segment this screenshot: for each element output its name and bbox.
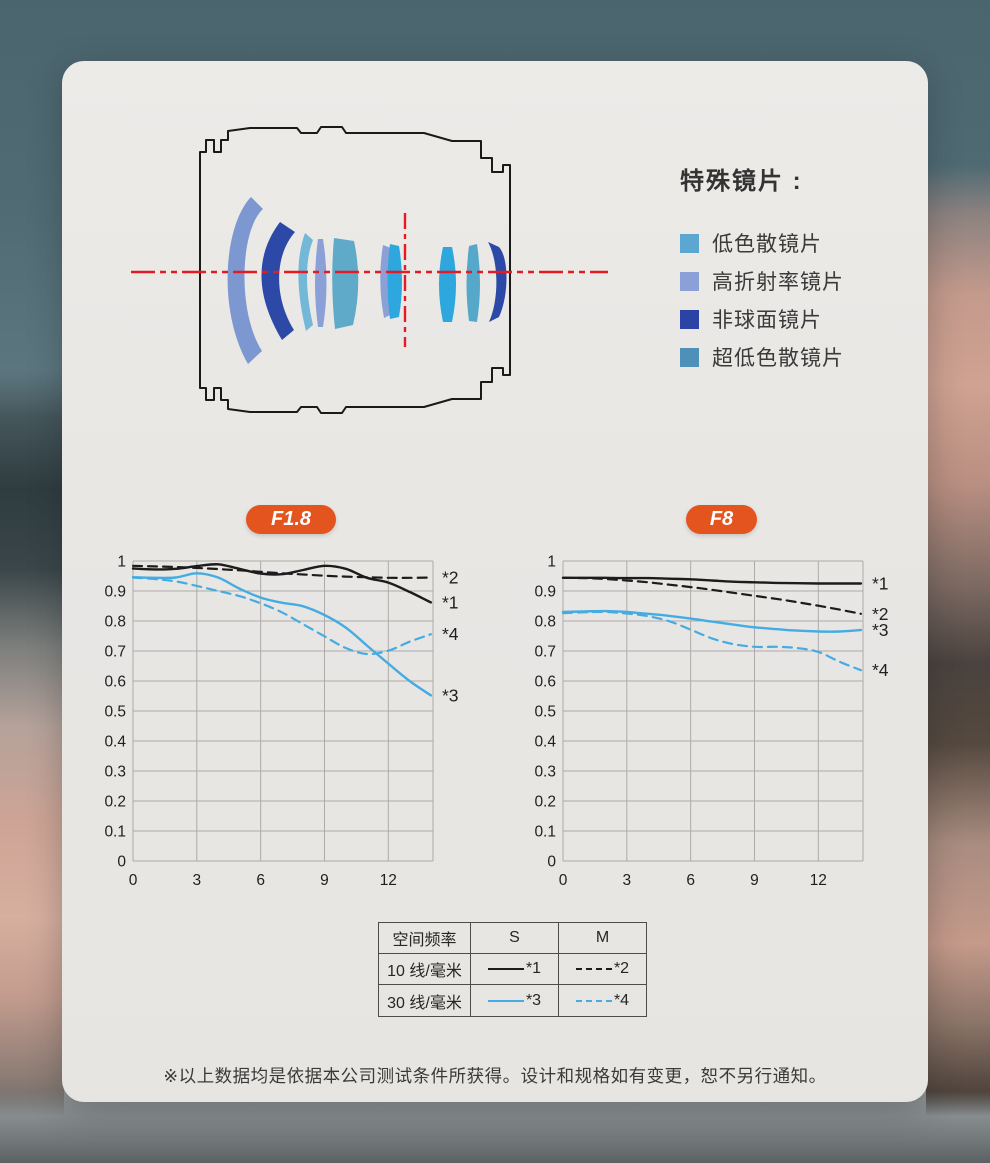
x-tick-label: 0: [559, 872, 568, 889]
series-label: *4: [613, 991, 630, 1009]
y-tick-label: 0.2: [534, 794, 556, 811]
legend-item-label: 低色散镜片: [712, 233, 822, 256]
legend-item-low-dispersion: 低色散镜片: [680, 224, 920, 262]
y-tick-label: 0.5: [534, 704, 556, 721]
mtf-series-star2: [131, 564, 432, 579]
series-label: *1: [525, 960, 542, 977]
table-cell-s30: *3: [471, 985, 559, 1016]
background-mist: [0, 1091, 990, 1163]
y-tick-label: 0.3: [534, 764, 556, 781]
badge-f8: F8: [686, 505, 757, 534]
background-mountain-right: [926, 165, 990, 1163]
y-tick-label: 0.6: [104, 674, 126, 691]
x-tick-label: 6: [686, 872, 695, 889]
solid-blue-line-icon: [487, 999, 524, 1002]
mtf-series-star1: [561, 576, 863, 585]
y-tick-label: 0.9: [104, 584, 126, 601]
mtf-series-star2: [561, 576, 862, 615]
series-end-label-star4: *4: [442, 624, 459, 644]
lens-element-aspherical-front: [261, 222, 295, 340]
mtf-legend-table: 空间频率 S M 10 线/毫米 *1 *2 30 线/毫米 *3 *4: [378, 922, 647, 1017]
legend-item-label: 高折射率镜片: [712, 271, 844, 294]
y-tick-label: 0: [547, 854, 556, 871]
lens-element-low-dispersion-aperture: [387, 244, 402, 319]
mtf-series-star1: [131, 563, 433, 604]
table-cell-m10: *2: [559, 954, 646, 985]
y-tick-label: 0.6: [534, 674, 556, 691]
series-end-label-star1: *1: [872, 574, 889, 594]
y-tick-label: 0.9: [534, 584, 556, 601]
x-tick-label: 6: [256, 872, 265, 889]
background-mountain-left: [0, 370, 64, 1163]
y-tick-label: 0.5: [104, 704, 126, 721]
y-tick-label: 1: [547, 554, 556, 571]
mtf-chart-f8: 00.10.20.30.40.50.60.70.80.910 3 6 9 12*1*2*…: [534, 554, 889, 890]
x-tick-label: 3: [193, 872, 202, 889]
footnote-disclaimer: ※以上数据均是依据本公司测试条件所获得。设计和规格如有变更，恕不另行通知。: [163, 1066, 827, 1086]
y-tick-label: 0.7: [104, 644, 126, 661]
series-end-label-star3: *3: [872, 620, 889, 640]
x-tick-label: 3: [623, 872, 632, 889]
x-tick-label: 9: [750, 872, 759, 889]
series-end-label-star1: *1: [442, 592, 459, 612]
solid-black-line-icon: [487, 968, 524, 970]
x-tick-label: 9: [320, 872, 329, 889]
lens-element-ultra-low-dispersion-rear: [466, 244, 480, 322]
series-end-label-star3: *3: [442, 685, 459, 705]
y-tick-label: 0.2: [104, 794, 126, 811]
legend-item-high-refractive: 高折射率镜片: [680, 262, 920, 300]
legend-title: 特殊镜片 :: [680, 168, 803, 195]
lens-element-low-dispersion-rear: [439, 247, 456, 322]
legend-item-aspherical: 非球面镜片: [680, 300, 920, 338]
table-header-m: M: [559, 923, 646, 954]
table-cell-freq-10: 10 线/毫米: [379, 954, 471, 985]
lens-element-high-refractive-mid: [315, 239, 327, 327]
legend-item-label: 超低色散镜片: [712, 347, 844, 370]
y-tick-label: 0.3: [104, 764, 126, 781]
high-refractive-swatch-icon: [680, 271, 699, 291]
mtf-chart-f1-8: 0 0.1 0.2 0.3 0.4 0.5 0.6 0.7 0.8 0.9 1 0 3 6 9 12 *1 *2 *…: [104, 554, 459, 890]
lens-element-ultra-low-dispersion-mid: [332, 238, 359, 329]
table-header-s: S: [471, 923, 559, 954]
x-tick-label: 12: [810, 872, 827, 889]
y-tick-label: 0.1: [534, 824, 556, 841]
info-card: 特殊镜片 : 低色散镜片 高折射率镜片 非球面镜片 超低色散镜片 F1.8 F8…: [62, 61, 928, 1102]
y-tick-label: 0.4: [104, 734, 126, 751]
y-tick-label: 1: [117, 554, 126, 571]
mtf-series-star4: [561, 610, 862, 672]
lens-element-high-refractive-front: [227, 197, 263, 364]
x-tick-label: 0: [129, 872, 138, 889]
series-end-label-star4: *4: [872, 660, 889, 680]
lens-element-light-blue: [298, 233, 313, 331]
series-end-label-star2: *2: [872, 604, 889, 624]
y-tick-label: 0.8: [534, 614, 556, 631]
table-cell-freq-30: 30 线/毫米: [379, 985, 471, 1016]
mtf-series-star4: [131, 576, 432, 656]
series-label: *2: [613, 960, 630, 977]
series-label: *3: [525, 991, 542, 1009]
badge-f1-8: F1.8: [246, 505, 336, 534]
series-end-label-star2: *2: [442, 568, 459, 588]
aspherical-swatch-icon: [680, 309, 699, 329]
x-tick-label: 12: [380, 872, 397, 889]
lens-barrel-outline: [199, 126, 511, 414]
dashed-blue-line-icon: [575, 999, 612, 1002]
legend-item-label: 非球面镜片: [712, 309, 822, 332]
low-dispersion-swatch-icon: [680, 233, 699, 253]
table-header-frequency: 空间频率: [379, 923, 471, 954]
y-tick-label: 0.1: [104, 824, 126, 841]
y-tick-label: 0.7: [534, 644, 556, 661]
dashed-black-line-icon: [575, 968, 612, 970]
mtf-series-star3: [131, 572, 433, 697]
ultra-low-dispersion-swatch-icon: [680, 347, 699, 367]
y-tick-label: 0.4: [534, 734, 556, 751]
y-tick-label: 0: [117, 854, 126, 871]
table-cell-s10: *1: [471, 954, 559, 985]
lens-element-aspherical-rear: [488, 242, 507, 322]
table-cell-m30: *4: [559, 985, 646, 1016]
legend-item-ultra-low-dispersion: 超低色散镜片: [680, 338, 920, 376]
lens-construction-diagram: [131, 126, 608, 414]
special-lens-legend: 特殊镜片 : 低色散镜片 高折射率镜片 非球面镜片 超低色散镜片: [680, 161, 920, 376]
y-tick-label: 0.8: [104, 614, 126, 631]
